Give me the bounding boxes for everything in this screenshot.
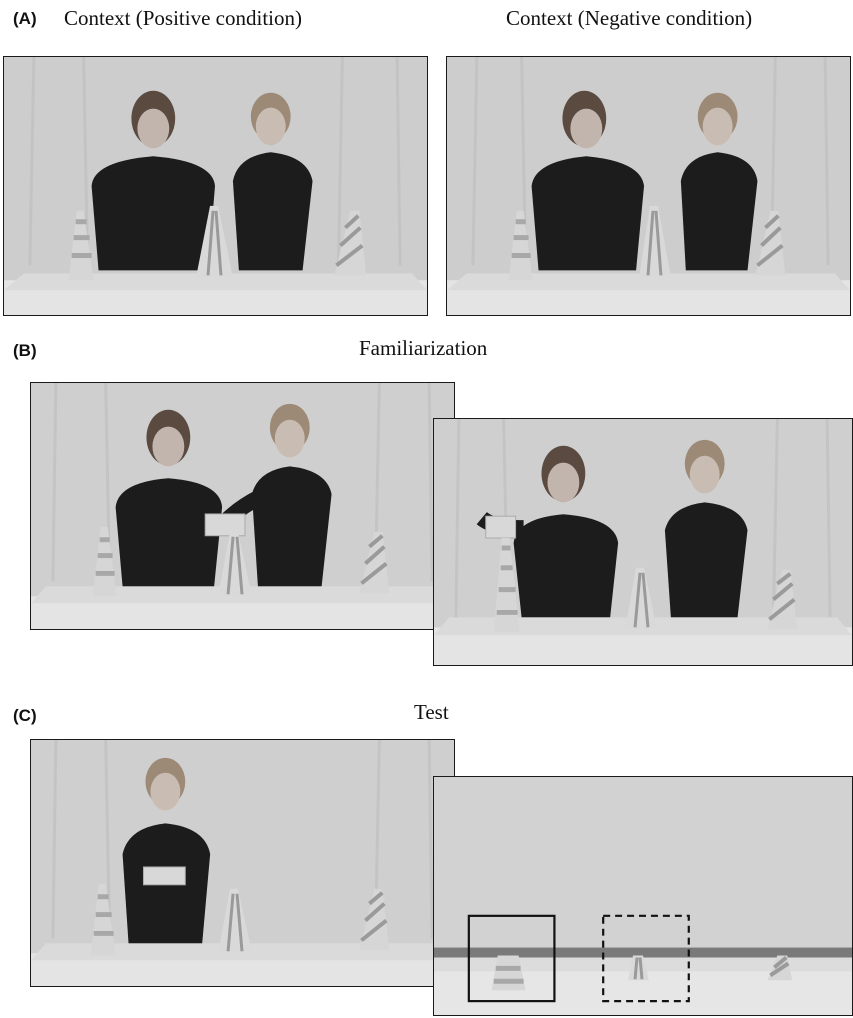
photo-context-positive bbox=[3, 56, 428, 316]
panel-c-caption: Test bbox=[414, 700, 449, 724]
photo-test-actor bbox=[30, 739, 455, 987]
photo-context-negative bbox=[446, 56, 851, 316]
panel-a-label: (A) bbox=[13, 9, 37, 28]
panel-b-caption: Familiarization bbox=[359, 336, 488, 360]
photo-test-empty-scene bbox=[433, 776, 853, 1016]
target-box-solid bbox=[467, 914, 556, 1003]
photo-familiarization-1 bbox=[30, 382, 455, 630]
panel-c-label: (C) bbox=[13, 706, 37, 725]
panel-a-left-caption: Context (Positive condition) bbox=[64, 6, 302, 30]
panel-a-right-caption: Context (Negative condition) bbox=[506, 6, 753, 30]
panel-b-label: (B) bbox=[13, 341, 37, 360]
photo-familiarization-2 bbox=[433, 418, 853, 666]
target-box-dashed bbox=[602, 914, 690, 1003]
